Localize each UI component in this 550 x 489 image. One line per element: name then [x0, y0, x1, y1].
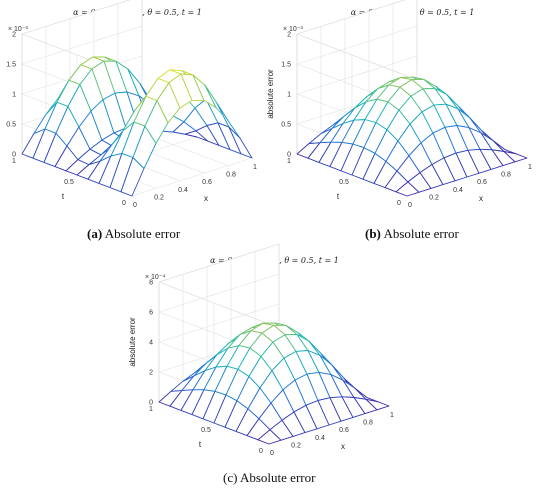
x-tick-label: 1: [528, 164, 532, 171]
x-axis-label: x: [341, 442, 345, 451]
z-tick-label: 1: [12, 92, 16, 99]
x-tick-label: 0.2: [429, 194, 439, 201]
x-tick-label: 1: [390, 412, 394, 419]
caption-label: (b): [365, 226, 381, 241]
x-tick-label: 0.8: [226, 172, 236, 179]
z-tick-label: 8: [149, 280, 153, 287]
z-axis-label: absolute error: [266, 69, 275, 119]
surface-plot-b: α = 0.5, N = 10, θ = 0.5, t = 1 00.511.5…: [266, 0, 550, 215]
x-tick-label: 0.2: [291, 442, 301, 449]
surface-mesh: [296, 76, 528, 197]
caption-b: (b) Absolute error: [365, 226, 459, 242]
caption-c: (c) Absolute error: [223, 470, 315, 486]
t-tick-label: 1: [12, 158, 16, 165]
surface-plot-c: α = 0.75, N = 10, θ = 0.5, t = 1 0246800…: [128, 243, 412, 463]
x-tick-label: 0.8: [363, 420, 373, 427]
t-tick-label: 1: [149, 406, 153, 413]
caption-label: (c): [223, 470, 238, 485]
z-tick-label: 0.5: [6, 122, 16, 129]
x-tick-label: 0: [133, 202, 137, 209]
x-tick-label: 0.6: [202, 179, 212, 186]
z-tick-label: 1.5: [281, 62, 291, 69]
surface-patch: [228, 126, 253, 159]
t-tick-label: 1: [287, 158, 291, 165]
z-tick-label: 2: [12, 32, 16, 39]
t-tick-label: 0: [122, 200, 126, 207]
z-axis-label: absolute error: [128, 317, 137, 367]
z-tick-label: 2: [287, 32, 291, 39]
x-tick-label: 0: [270, 450, 274, 457]
t-tick-label: 0: [397, 200, 401, 207]
x-tick-label: 0.4: [453, 187, 463, 194]
z-scale-label: × 10⁻³: [283, 26, 304, 33]
x-tick-label: 1: [253, 164, 257, 171]
t-axis-label: t: [62, 192, 65, 201]
x-tick-label: 0.6: [339, 427, 349, 434]
x-tick-label: 0.4: [178, 187, 188, 194]
surface-plot-a: α = 0.25, N = 10, θ = 0.5, t = 1 00.511.…: [0, 0, 275, 215]
z-tick-label: 6: [149, 310, 153, 317]
z-scale-label: × 10⁻³: [8, 26, 29, 33]
z-tick-label: 0: [149, 400, 153, 407]
z-tick-label: 0.5: [281, 122, 291, 129]
z-tick-label: 4: [149, 340, 153, 347]
surface-patch: [365, 398, 390, 411]
x-axis-label: x: [479, 194, 483, 203]
t-axis-label: t: [199, 440, 202, 449]
z-scale-label: × 10⁻⁴: [145, 274, 166, 281]
x-tick-label: 0.2: [154, 194, 164, 201]
z-tick-label: 0: [12, 152, 16, 159]
z-tick-label: 2: [149, 370, 153, 377]
surface-mesh: [21, 56, 253, 197]
t-tick-label: 0: [259, 448, 263, 455]
x-tick-label: 0: [408, 202, 412, 209]
z-tick-label: 1.5: [6, 62, 16, 69]
caption-a: (a) Absolute error: [87, 226, 180, 242]
surface-mesh: [158, 322, 390, 445]
caption-text: Absolute error: [239, 470, 316, 485]
x-tick-label: 0.4: [315, 435, 325, 442]
t-tick-label: 0.5: [64, 179, 74, 186]
z-tick-label: 0: [287, 152, 291, 159]
z-tick-label: 1: [287, 92, 291, 99]
surface-patch: [503, 151, 528, 163]
caption-text: Absolute error: [383, 226, 459, 241]
x-tick-label: 0.8: [501, 172, 511, 179]
caption-label: (a): [87, 226, 103, 241]
t-tick-label: 0.5: [201, 427, 211, 434]
x-tick-label: 0.6: [477, 179, 487, 186]
t-tick-label: 0.5: [339, 179, 349, 186]
caption-text: Absolute error: [104, 226, 181, 241]
t-axis-label: t: [337, 192, 340, 201]
x-axis-label: x: [204, 194, 208, 203]
